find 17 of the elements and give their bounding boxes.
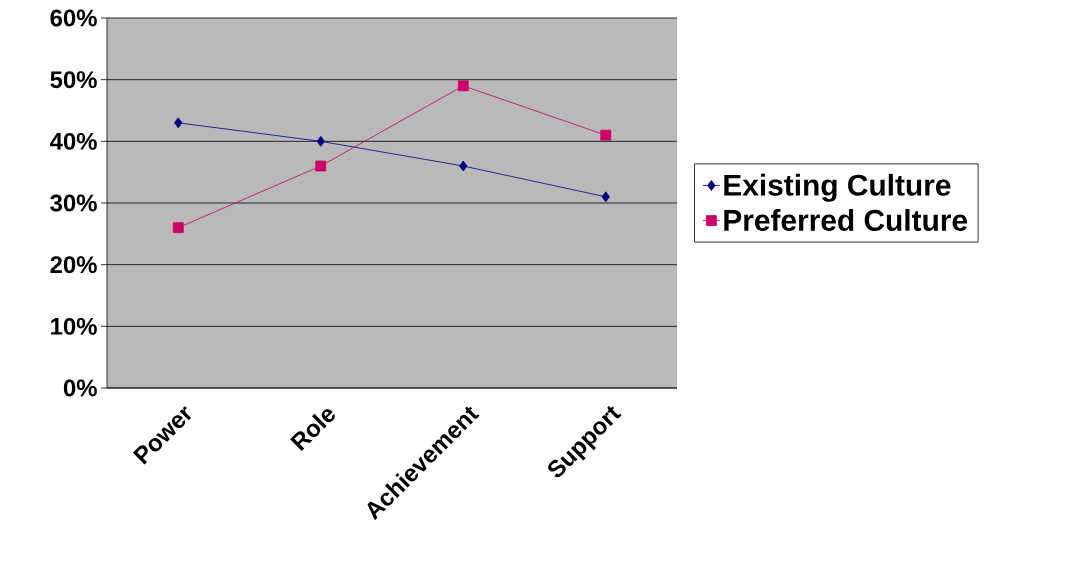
y-tick-label: 60% [50, 9, 97, 27]
y-tick-label: 30% [50, 194, 97, 212]
point [174, 117, 183, 129]
y-tick-label: 10% [51, 317, 97, 335]
legend-label: Existing Culture [724, 173, 951, 202]
point [457, 80, 469, 92]
y-tick-label: 0% [63, 379, 97, 397]
point [316, 135, 325, 147]
y-tick-label: 50% [50, 71, 97, 89]
point [600, 129, 612, 141]
point [172, 222, 184, 234]
point [459, 160, 468, 172]
point [315, 160, 327, 172]
y-tick-label: 40% [49, 132, 97, 150]
point [601, 191, 610, 203]
y-tick-label: 20% [50, 256, 97, 274]
legend-label: Preferred Culture [724, 208, 968, 231]
